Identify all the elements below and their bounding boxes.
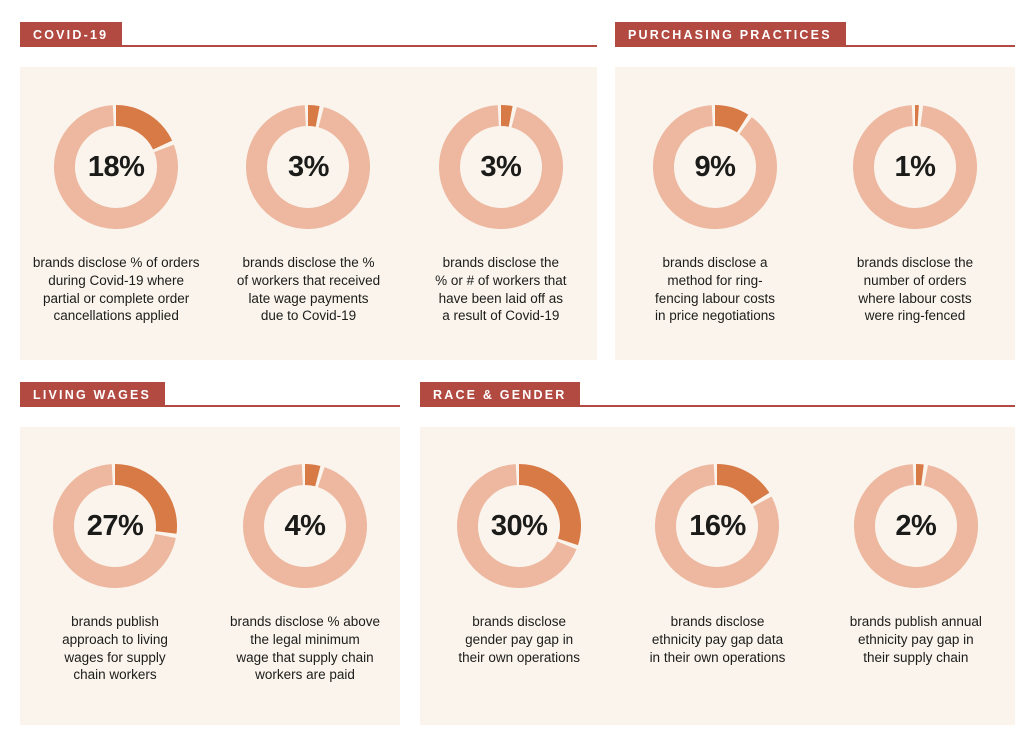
donut-ring-icon [243, 464, 367, 588]
donut-chart-card: 27% brands publish approach to living wa… [20, 427, 210, 684]
section-underline [20, 45, 597, 47]
section-header: RACE & GENDER [420, 382, 1015, 407]
section-title-badge: PURCHASING PRACTICES [615, 22, 846, 47]
donut-percentage-label: 30% [490, 509, 548, 542]
donut-chart: 4% [243, 464, 367, 588]
donut-chart: 9% [653, 105, 777, 229]
donut-description: brands disclose gender pay gap in their … [458, 614, 580, 665]
donut-ring-icon [853, 464, 978, 588]
donut-chart-card: 16% brands disclose ethnicity pay gap da… [618, 427, 816, 666]
donut-chart-card: 18% brands disclose % of orders during C… [20, 67, 212, 325]
donut-chart: 2% [853, 464, 978, 588]
donut-ring-icon [54, 105, 179, 229]
donut-description: brands publish approach to living wages … [62, 614, 168, 683]
section-living-wages: LIVING WAGES 27% brands publish approach… [20, 382, 400, 725]
donut-chart: 30% [457, 464, 582, 588]
section-covid-19: COVID-19 18% brands disclose % of orders… [20, 22, 597, 360]
donut-description: brands disclose the % of workers that re… [236, 255, 381, 324]
donut-chart: 27% [53, 464, 177, 588]
donut-percentage-label: 1% [894, 150, 936, 183]
section-panel: 9% brands disclose a method for ring- fe… [615, 67, 1015, 360]
donut-chart-card: 30% brands disclose gender pay gap in th… [420, 427, 618, 666]
section-underline [20, 405, 400, 407]
section-title-badge: RACE & GENDER [420, 382, 581, 407]
donut-percentage-label: 27% [86, 509, 144, 542]
donut-description: brands disclose ethnicity pay gap data i… [649, 614, 786, 665]
section-title-badge: LIVING WAGES [20, 382, 166, 407]
donut-chart: 3% [438, 105, 563, 229]
donut-ring-icon [457, 464, 582, 588]
section-panel: 30% brands disclose gender pay gap in th… [420, 427, 1015, 725]
section-header: PURCHASING PRACTICES [615, 22, 1015, 47]
donut-description: brands disclose % of orders during Covid… [32, 255, 200, 324]
donut-description: brands disclose the % or # of workers th… [435, 255, 567, 324]
section-underline [420, 405, 1015, 407]
donut-percentage-label: 4% [284, 509, 326, 542]
donut-description: brands disclose a method for ring- fenci… [654, 255, 776, 324]
section-header: LIVING WAGES [20, 382, 400, 407]
donut-description: brands publish annual ethnicity pay gap … [849, 614, 982, 665]
donut-percentage-label: 3% [288, 150, 329, 183]
section-header: COVID-19 [20, 22, 597, 47]
donut-percentage-label: 3% [480, 150, 522, 183]
section-race-gender: RACE & GENDER 30% brands disclose gender… [420, 382, 1015, 725]
donut-chart-card: 2% brands publish annual ethnicity pay g… [817, 427, 1015, 666]
donut-percentage-label: 2% [895, 509, 937, 542]
donut-ring-icon [438, 105, 563, 229]
donut-chart-card: 1% brands disclose the number of orders … [815, 67, 1015, 325]
donut-ring-icon [655, 464, 780, 588]
donut-ring-icon [653, 105, 777, 229]
donut-chart-card: 9% brands disclose a method for ring- fe… [615, 67, 815, 325]
donut-chart-card: 3% brands disclose the % or # of workers… [405, 67, 597, 325]
donut-ring-icon [853, 105, 977, 229]
donut-description: brands disclose % above the legal minimu… [229, 614, 381, 683]
donut-chart: 16% [655, 464, 780, 588]
section-panel: 18% brands disclose % of orders during C… [20, 67, 597, 360]
donut-percentage-label: 18% [87, 150, 145, 183]
donut-chart-card: 3% brands disclose the % of workers that… [212, 67, 404, 325]
donut-ring-icon [53, 464, 177, 588]
donut-ring-icon [246, 105, 371, 229]
section-title-badge: COVID-19 [20, 22, 123, 47]
donut-percentage-label: 9% [694, 150, 736, 183]
donut-chart-card: 4% brands disclose % above the legal min… [210, 427, 400, 684]
section-panel: 27% brands publish approach to living wa… [20, 427, 400, 725]
section-purchasing-practices: PURCHASING PRACTICES 9% brands disclose … [615, 22, 1015, 360]
donut-percentage-label: 16% [689, 509, 746, 542]
donut-chart: 1% [853, 105, 977, 229]
donut-description: brands disclose the number of orders whe… [856, 255, 974, 324]
donut-chart: 18% [54, 105, 179, 229]
donut-chart: 3% [246, 105, 371, 229]
